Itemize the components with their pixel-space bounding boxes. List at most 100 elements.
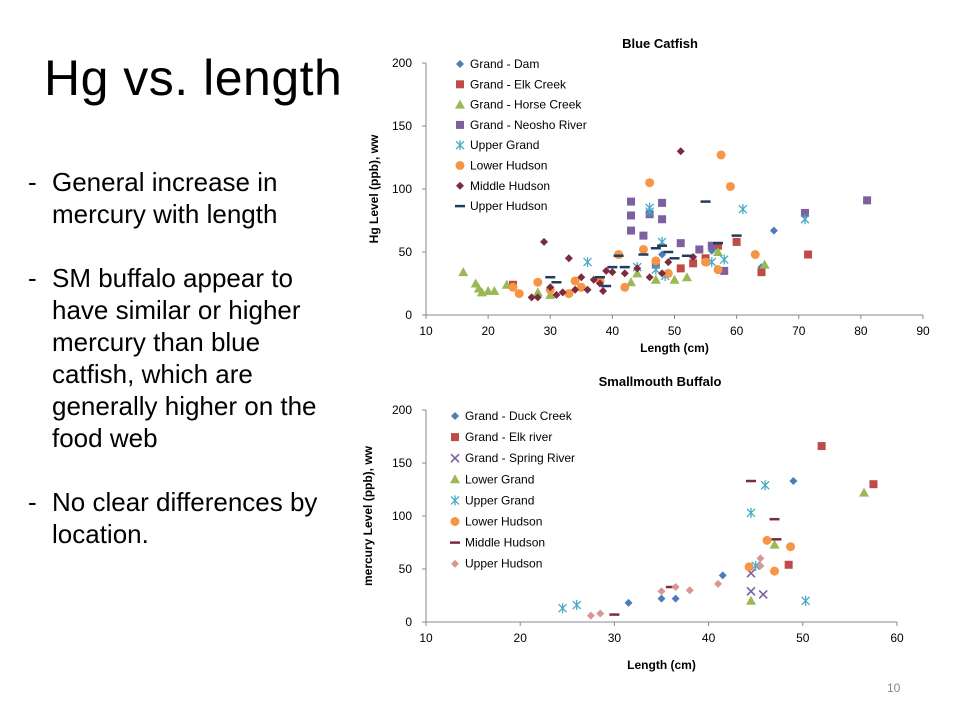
data-point: [707, 241, 716, 250]
bullet-text: SM buffalo appear to have similar or hig…: [52, 263, 317, 453]
data-point: [599, 287, 608, 296]
data-point: [645, 178, 655, 188]
data-point: [527, 293, 536, 302]
data-point: [732, 237, 741, 246]
data-point: [759, 259, 770, 269]
legend-label: Lower Hudson: [470, 159, 547, 173]
data-point: [532, 287, 543, 297]
data-point: [639, 231, 648, 240]
data-point: [514, 289, 524, 299]
data-point: [458, 267, 469, 277]
y-tick-label: 150: [392, 119, 412, 133]
data-point: [664, 258, 673, 267]
data-point: [689, 253, 698, 262]
data-point: [738, 204, 748, 215]
data-point: [669, 274, 680, 284]
data-point: [757, 268, 766, 277]
x-tick-label: 80: [854, 324, 868, 338]
data-point: [804, 250, 813, 259]
legend-marker: [455, 99, 465, 109]
data-point: [719, 254, 729, 265]
data-point: [546, 283, 555, 292]
data-point: [577, 273, 586, 282]
x-tick-label: 60: [730, 324, 744, 338]
data-point: [712, 247, 723, 256]
bullet-dash: -: [28, 487, 37, 517]
series-4: [583, 202, 810, 281]
legend-label: Grand - Neosho River: [470, 118, 587, 132]
data-point: [627, 211, 636, 220]
page-number: 10: [887, 681, 901, 695]
data-point: [583, 285, 592, 294]
data-point: [571, 285, 580, 294]
data-point: [627, 197, 636, 206]
bullet-text: No clear differences by location.: [52, 487, 318, 549]
legend-marker: [456, 181, 464, 190]
data-point: [645, 273, 654, 282]
data-point: [658, 198, 667, 207]
data-point: [676, 264, 685, 273]
slide-title: Hg vs. length: [44, 50, 343, 106]
data-point: [540, 237, 549, 246]
data-point: [800, 214, 810, 225]
bullet-item: - No clear differences by location.: [28, 486, 348, 550]
data-point: [489, 286, 500, 296]
data-point: [713, 241, 722, 250]
legend-label: Upper Grand: [470, 138, 539, 152]
data-point: [658, 269, 667, 278]
legend-marker: [455, 161, 465, 170]
data-point: [681, 272, 692, 282]
legend-label: Grand - Dam: [470, 57, 539, 71]
data-point: [608, 268, 617, 277]
data-point: [676, 147, 685, 156]
data-point: [651, 264, 661, 275]
chart-title: Blue Catfish: [622, 36, 698, 51]
series-3: [627, 196, 872, 275]
data-point: [695, 245, 704, 254]
data-point: [863, 196, 872, 205]
legend-marker: [456, 80, 464, 89]
x-tick-label: 70: [792, 324, 806, 338]
data-point: [552, 290, 561, 299]
bullet-item: - General increase in mercury with lengt…: [28, 166, 348, 230]
data-point: [620, 269, 629, 278]
data-point: [769, 226, 778, 235]
x-tick-label: 10: [419, 324, 433, 338]
legend-label: Middle Hudson: [470, 179, 550, 193]
legend-marker: [456, 120, 464, 129]
data-point: [576, 282, 586, 292]
data-point: [725, 181, 735, 191]
bullet-text: General increase in mercury with length: [52, 167, 278, 229]
data-point: [633, 264, 642, 273]
data-point: [602, 266, 611, 275]
data-point: [614, 250, 624, 260]
data-point: [800, 208, 809, 217]
data-point: [626, 277, 637, 287]
data-point: [564, 254, 573, 263]
data-point: [533, 277, 543, 287]
data-point: [750, 250, 760, 260]
series-2: [458, 247, 770, 299]
y-tick-label: 0: [405, 308, 412, 322]
bullet-item: - SM buffalo appear to have similar or h…: [28, 262, 348, 454]
data-point: [651, 256, 661, 266]
bullet-dash: -: [28, 167, 37, 197]
data-point: [716, 150, 726, 160]
bullet-dash: -: [28, 263, 37, 293]
x-tick-label: 90: [916, 324, 930, 338]
x-tick-label: 50: [668, 324, 682, 338]
bullet-list: - General increase in mercury with lengt…: [28, 166, 348, 582]
y-axis-label: Hg Level (ppb), ww: [367, 134, 381, 243]
series-7: [545, 200, 742, 288]
y-tick-label: 200: [392, 56, 412, 70]
data-point: [620, 282, 630, 292]
data-point: [663, 268, 673, 278]
data-point: [638, 244, 648, 254]
data-point: [676, 239, 685, 248]
data-point: [701, 257, 711, 267]
data-point: [508, 282, 518, 292]
x-axis-label: Length (cm): [640, 341, 709, 355]
data-point: [558, 288, 567, 297]
y-tick-label: 50: [399, 245, 413, 259]
